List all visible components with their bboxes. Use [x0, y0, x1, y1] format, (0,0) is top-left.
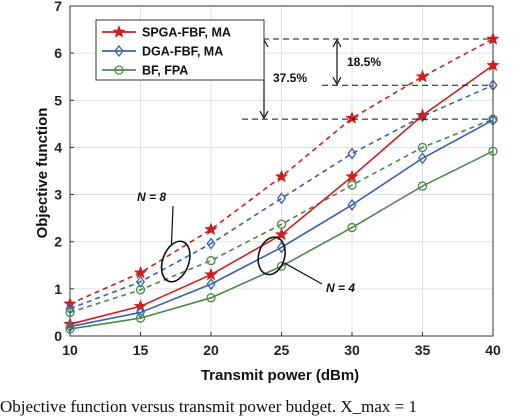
data-point [274, 169, 289, 183]
y-tick-label: 3 [54, 187, 62, 203]
data-point [417, 152, 428, 165]
data-point [276, 261, 287, 271]
legend-marker [114, 44, 124, 58]
y-tick-label: 7 [54, 0, 62, 14]
legend-label: DGA-FBF, MA [142, 45, 223, 59]
figure-caption: Objective function versus transmit power… [0, 397, 417, 416]
x-tick-label: 35 [415, 342, 431, 358]
x-axis-label: Transmit power (dBm) [201, 367, 359, 384]
series-line [69, 84, 494, 310]
gap-small-arrow-head-top [332, 38, 342, 48]
data-point [65, 307, 75, 318]
n4-label: N = 4 [326, 281, 355, 295]
data-point [488, 114, 498, 127]
x-tick-label: 20 [203, 342, 219, 358]
tick-labels: 10 15 20 25 30 35 40 0 1 2 3 4 5 6 7 [54, 0, 501, 358]
data-point [65, 320, 75, 333]
y-tick-label: 4 [54, 139, 62, 155]
legend-label: SPGA-FBF, MA [142, 26, 231, 40]
data-point [345, 169, 359, 183]
legend: SPGA-FBF, MA DGA-FBF, MA BF, FPA [95, 19, 265, 81]
data-point [488, 146, 498, 156]
legend-marker [114, 65, 124, 75]
y-tick-label: 2 [54, 234, 62, 250]
n8-pointer [170, 205, 174, 245]
data-point [135, 306, 146, 319]
series-markers [63, 31, 500, 334]
x-tick-label: 10 [62, 342, 78, 358]
data-point [65, 324, 75, 334]
data-point [486, 58, 500, 72]
annotations: N = 8 N = 4 18.5% 37.5% [137, 38, 489, 295]
data-point [274, 227, 289, 241]
legend-label: BF, FPA [142, 64, 188, 78]
series-line [69, 118, 494, 314]
data-point [133, 265, 148, 279]
data-point [345, 111, 359, 124]
x-tick-label: 40 [485, 342, 501, 358]
gap-small-label: 18.5% [347, 55, 381, 69]
data-point [206, 237, 216, 250]
y-tick-label: 1 [54, 281, 62, 297]
data-point [206, 278, 216, 291]
data-point [347, 198, 357, 212]
data-point [347, 147, 357, 160]
data-point [417, 181, 428, 191]
n8-label: N = 8 [137, 190, 166, 204]
x-tick-label: 30 [344, 342, 360, 358]
y-tick-label: 5 [54, 92, 62, 108]
data-point [204, 267, 218, 281]
data-point [486, 31, 500, 45]
data-point [135, 285, 146, 295]
n8-ellipse [160, 240, 191, 283]
data-point [415, 108, 430, 122]
n4-pointer [284, 262, 323, 285]
data-point [65, 302, 75, 315]
x-tick-label: 25 [274, 342, 290, 358]
axes [69, 5, 494, 337]
y-tick-label: 6 [54, 45, 62, 61]
data-point [417, 142, 428, 153]
data-point [276, 192, 287, 205]
data-point [133, 299, 148, 313]
gap-large-label: 37.5% [273, 71, 307, 85]
data-point [206, 293, 216, 303]
data-point [347, 222, 357, 233]
data-point [63, 317, 77, 330]
data-point [135, 313, 146, 323]
gap-large-arrow-head-bottom [259, 110, 269, 120]
data-point [135, 275, 146, 288]
y-tick-label: 0 [54, 328, 62, 344]
y-axis-label: Objective function [34, 108, 51, 239]
data-point [415, 69, 430, 83]
data-point [488, 79, 498, 92]
legend-marker [112, 24, 126, 38]
data-point [204, 222, 218, 236]
gap-small-arrow-head-bottom [332, 76, 342, 86]
x-tick-label: 15 [133, 342, 149, 358]
n4-ellipse [257, 236, 286, 276]
series-line [69, 119, 494, 328]
data-point [347, 180, 357, 190]
data-point [206, 255, 216, 266]
